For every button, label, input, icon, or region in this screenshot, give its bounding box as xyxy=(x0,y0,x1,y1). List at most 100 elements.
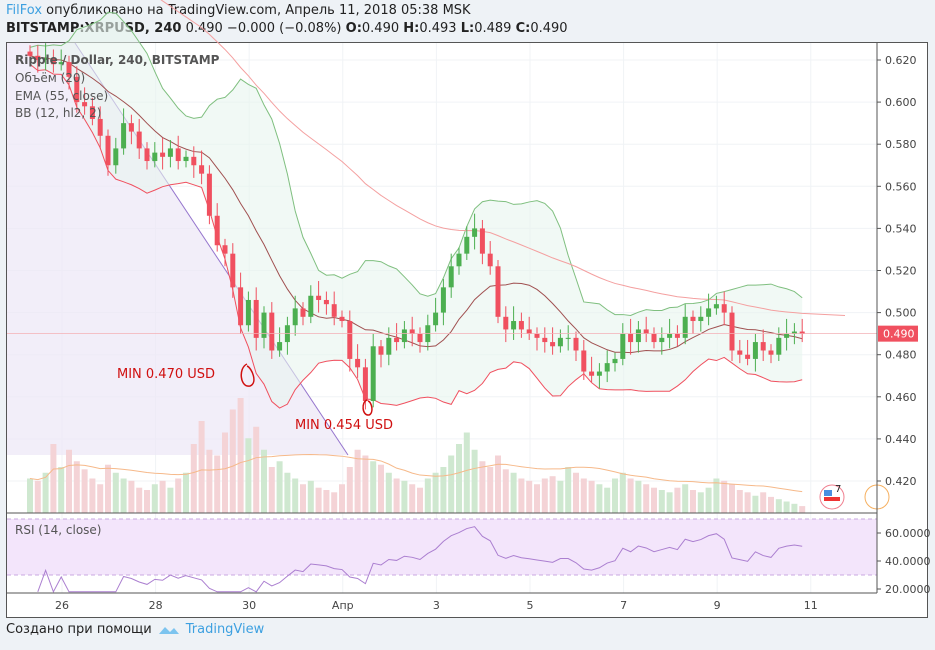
candle-body xyxy=(292,308,298,326)
volume-bar xyxy=(612,478,618,513)
candle-body xyxy=(43,57,49,60)
candle-body xyxy=(206,173,212,216)
candle-body xyxy=(635,329,641,343)
volume-bar xyxy=(190,444,197,513)
h-label: H: xyxy=(403,21,420,36)
volume-bar xyxy=(768,496,774,513)
candle-body xyxy=(487,253,493,267)
volume-bar xyxy=(721,480,728,513)
candle-body xyxy=(534,333,540,338)
candle-body xyxy=(604,363,610,372)
volume-bar xyxy=(424,478,431,513)
volume-bar xyxy=(417,487,423,513)
legend-ema[interactable]: EMA (55, close) xyxy=(15,89,109,103)
volume-bar xyxy=(510,472,517,513)
ema-line xyxy=(160,0,846,317)
candle-body xyxy=(74,76,80,103)
volume-bar xyxy=(409,484,416,513)
volume-bar xyxy=(315,487,322,513)
candle-body xyxy=(238,287,244,326)
tradingview-logo[interactable]: TradingView xyxy=(158,622,264,637)
volume-bar xyxy=(292,478,299,513)
author-link[interactable]: FilFox xyxy=(6,3,43,18)
candle-body xyxy=(355,358,361,368)
volume-bar xyxy=(354,449,361,513)
time-tick-label: 26 xyxy=(55,599,69,612)
volume-bar xyxy=(393,478,400,513)
candle-body xyxy=(300,308,306,317)
candle-body xyxy=(253,299,259,338)
volume-bar xyxy=(596,484,603,513)
candle-body xyxy=(495,266,501,317)
rsi-band xyxy=(7,519,877,575)
candle-body xyxy=(121,123,127,149)
volume-bar xyxy=(463,432,470,513)
volume-bar xyxy=(331,492,338,513)
candle-body xyxy=(152,152,158,162)
candle-body xyxy=(128,123,134,132)
volume-bar xyxy=(81,469,88,513)
volume-bar xyxy=(752,495,759,513)
event-badge-count: 7 xyxy=(835,484,842,495)
volume-bar xyxy=(635,480,642,513)
legend-bb[interactable]: BB (12, hl2, 2) xyxy=(15,106,102,120)
rsi-tick-label: 20.0000 xyxy=(885,583,931,596)
candle-body xyxy=(768,350,774,355)
volume-bar xyxy=(362,455,369,513)
volume-bar xyxy=(619,472,626,513)
volume-bar xyxy=(541,478,548,513)
candle-body xyxy=(175,148,181,162)
volume-bar xyxy=(183,472,189,513)
volume-bar xyxy=(253,426,260,513)
candle-body xyxy=(331,304,337,317)
min-marker-2 xyxy=(362,399,373,416)
volume-bar xyxy=(440,467,447,513)
volume-bar xyxy=(206,449,213,513)
candle-body xyxy=(464,236,470,254)
candle-body xyxy=(89,106,95,119)
legend-volume[interactable]: Объём (20) xyxy=(15,71,86,85)
volume-bar xyxy=(401,480,408,513)
candle-body xyxy=(160,152,166,157)
time-tick-label: 9 xyxy=(714,599,721,612)
volume-bar xyxy=(323,490,330,513)
candle-body xyxy=(729,312,735,351)
volume-bar xyxy=(557,480,564,513)
volume-bar xyxy=(144,490,150,513)
time-tick-label: 7 xyxy=(620,599,627,612)
quote-change: 0.490 −0.000 (−0.08%) xyxy=(185,21,342,36)
candle-body xyxy=(245,299,251,326)
candle-body xyxy=(503,316,509,330)
candle-body xyxy=(596,371,602,376)
footer: Создано при помощи TradingView xyxy=(6,622,264,637)
candle-body xyxy=(136,131,142,149)
candle-body xyxy=(222,245,228,254)
candle-body xyxy=(323,299,329,305)
candle-body xyxy=(261,312,267,338)
candle-body xyxy=(167,148,173,157)
volume-bar xyxy=(229,409,236,513)
volume-bar xyxy=(627,478,634,513)
candle-body xyxy=(628,333,634,343)
volume-bar xyxy=(534,484,540,513)
l-label: L: xyxy=(460,21,475,36)
volume-bar xyxy=(713,478,720,513)
volume-bar xyxy=(268,467,275,513)
volume-bar xyxy=(705,487,712,513)
volume-bar xyxy=(151,484,158,513)
candle-body xyxy=(386,337,392,355)
volume-bar xyxy=(471,449,478,513)
o-label: O: xyxy=(345,21,362,36)
price-tick-label: 0.420 xyxy=(885,475,917,488)
candle-body xyxy=(113,148,119,166)
legend-rsi[interactable]: RSI (14, close) xyxy=(15,523,102,537)
volume-bar xyxy=(307,480,314,513)
candle-body xyxy=(269,312,275,351)
candle-body xyxy=(433,312,439,326)
time-tick-label: 3 xyxy=(433,599,440,612)
price-tick-label: 0.480 xyxy=(885,349,917,362)
bb-fill xyxy=(30,12,803,409)
candle-body xyxy=(737,350,743,355)
volume-bar xyxy=(339,484,345,513)
